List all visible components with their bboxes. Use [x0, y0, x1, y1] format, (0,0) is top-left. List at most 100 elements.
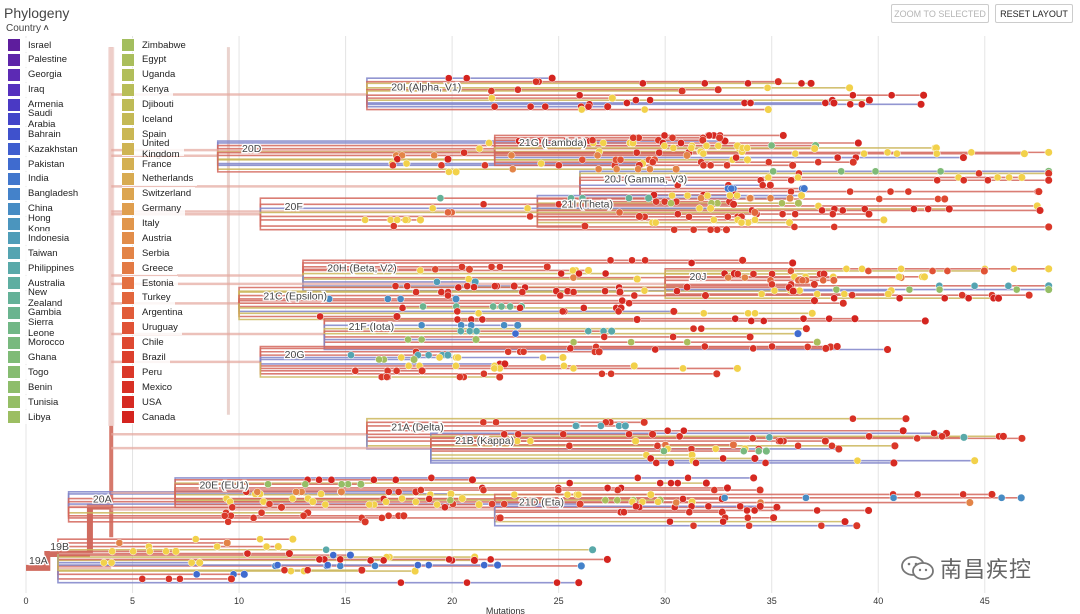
tip-node: [632, 502, 640, 511]
legend-item[interactable]: United Kingdom: [122, 138, 184, 160]
legend-item[interactable]: Benin: [8, 380, 57, 395]
tip-node: [607, 327, 616, 336]
legend-item[interactable]: Hong Kong: [8, 213, 55, 235]
legend-item[interactable]: Estonia: [122, 276, 178, 291]
tip-node: [652, 197, 661, 206]
tip-node: [584, 266, 593, 275]
legend-item[interactable]: Argentina: [122, 305, 187, 320]
tip-node: [397, 578, 405, 587]
legend-item[interactable]: Iraq: [8, 82, 49, 97]
legend-item[interactable]: Sierra Leone: [8, 317, 59, 339]
tip-node: [1009, 265, 1018, 273]
tip-node: [630, 291, 639, 300]
tip-node: [729, 440, 738, 449]
reset-layout-button[interactable]: RESET LAYOUT: [995, 4, 1073, 23]
tip-node: [603, 102, 612, 111]
tip-node: [875, 195, 884, 203]
legend-item[interactable]: Iceland: [122, 112, 177, 127]
legend-item[interactable]: Brazil: [122, 350, 170, 365]
legend-item[interactable]: Chile: [122, 335, 168, 350]
legend-item[interactable]: India: [8, 171, 53, 186]
legend-swatch: [8, 172, 20, 185]
tip-node: [336, 555, 345, 564]
legend-item[interactable]: Indonesia: [8, 231, 74, 246]
tip-node: [646, 165, 654, 174]
legend-item[interactable]: Djibouti: [122, 97, 178, 112]
legend-item[interactable]: Bangladesh: [8, 186, 83, 201]
legend-item[interactable]: Bahrain: [8, 127, 65, 142]
legend-item[interactable]: Turkey: [122, 290, 175, 305]
legend-item[interactable]: Switzerland: [122, 186, 196, 201]
legend-item[interactable]: Tunisia: [8, 395, 63, 410]
legend-item[interactable]: Morocco: [8, 335, 69, 350]
tip-node: [849, 158, 858, 167]
tip-node: [463, 578, 471, 587]
legend-item[interactable]: Australia: [8, 276, 69, 291]
legend-item[interactable]: Kazakhstan: [8, 142, 82, 157]
legend-item[interactable]: Italy: [122, 216, 164, 231]
tip-node: [769, 513, 778, 522]
legend-item[interactable]: Serbia: [122, 246, 174, 261]
legend-swatch: [122, 39, 134, 51]
color-by-toggle[interactable]: Country ˄: [6, 23, 49, 34]
tip-node: [375, 355, 383, 364]
legend-item[interactable]: Egypt: [122, 52, 171, 67]
legend-item[interactable]: Ghana: [8, 350, 61, 365]
tip-node: [384, 487, 393, 496]
tip-node: [451, 294, 461, 304]
legend-item[interactable]: Togo: [8, 365, 53, 380]
legend-item[interactable]: Kenya: [122, 82, 173, 97]
tip-node: [959, 176, 968, 185]
tip-node: [794, 199, 803, 208]
tip-node: [640, 286, 649, 295]
clade-label: 19A: [29, 555, 48, 567]
tip-node: [575, 269, 583, 278]
legend-item[interactable]: Canada: [122, 410, 180, 424]
legend-item[interactable]: Spain: [122, 127, 171, 142]
tip-node: [860, 149, 868, 158]
legend-label: Philippines: [28, 262, 74, 274]
legend-item[interactable]: Saudi Arabia: [8, 108, 60, 130]
legend-item[interactable]: Greece: [122, 261, 178, 276]
legend-item[interactable]: Peru: [122, 365, 167, 380]
legend-label: Benin: [28, 381, 53, 393]
tip-node: [667, 459, 675, 467]
legend-item[interactable]: Libya: [8, 410, 55, 424]
tip-node: [845, 83, 854, 92]
legend-swatch: [122, 411, 134, 423]
legend-item[interactable]: Mexico: [122, 380, 177, 395]
clade-label: 21I (Theta): [562, 198, 613, 210]
tip-node: [633, 275, 642, 284]
legend-label: Morocco: [28, 337, 65, 349]
legend-item[interactable]: Palestine: [8, 52, 72, 67]
tip-node: [470, 283, 478, 292]
tip-node: [346, 551, 355, 560]
legend-item[interactable]: Taiwan: [8, 246, 62, 261]
legend-item[interactable]: China: [8, 201, 57, 216]
legend-item[interactable]: Netherlands: [122, 171, 198, 186]
legend-item[interactable]: Georgia: [8, 67, 66, 82]
tip-node: [571, 422, 580, 430]
legend-item[interactable]: Uganda: [122, 67, 180, 82]
legend-item[interactable]: Armenia: [8, 97, 68, 112]
legend-item[interactable]: New Zealand: [8, 287, 67, 309]
legend-item[interactable]: Gambia: [8, 305, 66, 320]
tip-node: [444, 291, 452, 300]
tip-node: [490, 282, 499, 290]
tip-node: [959, 490, 968, 499]
legend-item[interactable]: Austria: [122, 231, 176, 246]
legend-item[interactable]: Philippines: [8, 261, 78, 276]
legend-item[interactable]: Uruguay: [122, 320, 182, 335]
branch-edge: [493, 509, 857, 527]
tip-node: [533, 137, 542, 145]
legend-item[interactable]: USA: [122, 395, 166, 410]
legend-item[interactable]: Israel: [8, 38, 56, 52]
zoom-to-selected-button[interactable]: ZOOM TO SELECTED: [891, 4, 989, 23]
legend-item[interactable]: France: [122, 157, 176, 172]
tip-node: [616, 155, 625, 164]
legend-item[interactable]: Zimbabwe: [122, 38, 190, 52]
legend-item[interactable]: Pakistan: [8, 157, 69, 172]
tip-node: [685, 508, 694, 517]
legend-item[interactable]: Germany: [122, 201, 186, 216]
legend-label: Israel: [28, 39, 52, 51]
